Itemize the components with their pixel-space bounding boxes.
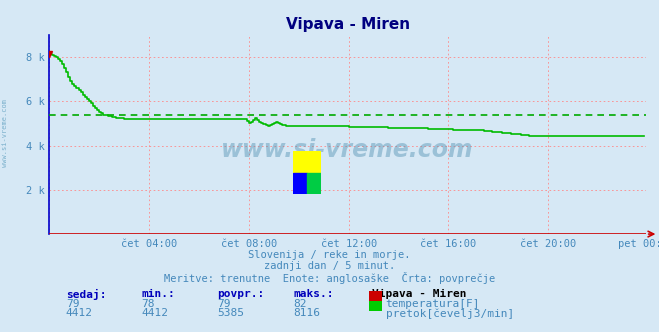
Text: www.si-vreme.com: www.si-vreme.com [221, 138, 474, 162]
Bar [293, 173, 307, 194]
Bar [293, 151, 321, 173]
Text: 5385: 5385 [217, 308, 244, 318]
Bar [307, 173, 321, 194]
Text: pretok[čevelj3/min]: pretok[čevelj3/min] [386, 308, 514, 319]
Text: maks.:: maks.: [293, 289, 333, 299]
Text: 4412: 4412 [142, 308, 169, 318]
Text: 78: 78 [142, 299, 155, 309]
Text: 8116: 8116 [293, 308, 320, 318]
Text: 4412: 4412 [66, 308, 93, 318]
Text: www.si-vreme.com: www.si-vreme.com [2, 99, 9, 167]
Text: 79: 79 [66, 299, 79, 309]
Text: Vipava - Miren: Vipava - Miren [372, 289, 467, 299]
Text: Slovenija / reke in morje.: Slovenija / reke in morje. [248, 250, 411, 260]
Text: 82: 82 [293, 299, 306, 309]
Text: Meritve: trenutne  Enote: anglosaške  Črta: povprečje: Meritve: trenutne Enote: anglosaške Črta… [164, 272, 495, 284]
Text: 79: 79 [217, 299, 231, 309]
Text: povpr.:: povpr.: [217, 289, 265, 299]
Text: temperatura[F]: temperatura[F] [386, 299, 480, 309]
Title: Vipava - Miren: Vipava - Miren [285, 17, 410, 32]
Text: zadnji dan / 5 minut.: zadnji dan / 5 minut. [264, 261, 395, 271]
Text: sedaj:: sedaj: [66, 289, 106, 300]
Text: min.:: min.: [142, 289, 175, 299]
